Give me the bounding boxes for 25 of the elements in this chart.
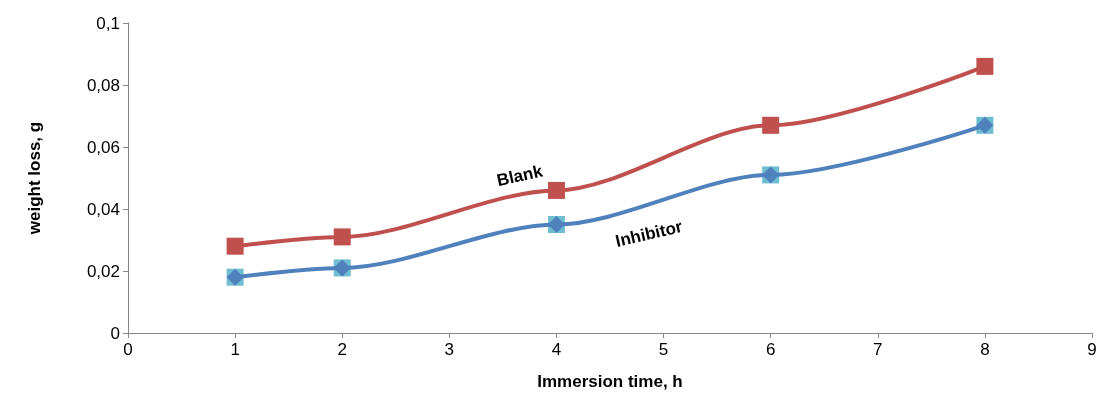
y-tick-label: 0,06 <box>86 137 120 157</box>
point <box>226 237 244 255</box>
x-tick-label: 4 <box>551 340 562 359</box>
x-tick-label: 0 <box>123 340 133 359</box>
x-tick-label: 1 <box>230 340 240 359</box>
y-tick-label: 0,1 <box>96 13 120 33</box>
point <box>333 228 351 246</box>
point <box>976 57 994 75</box>
x-tick-label: 5 <box>658 340 669 359</box>
point <box>762 116 780 134</box>
x-axis-title: Immersion time, h <box>537 372 683 391</box>
x-tick-label: 7 <box>873 340 883 359</box>
x-tick-label: 3 <box>444 340 455 359</box>
point <box>547 181 565 199</box>
y-tick-label: 0,02 <box>86 261 120 281</box>
x-tick-label: 6 <box>765 340 776 359</box>
x-tick-label: 9 <box>1087 340 1097 359</box>
x-tick-label: 8 <box>980 340 990 359</box>
y-axis-title: weight loss, g <box>25 121 44 236</box>
y-tick-label: 0,04 <box>86 199 120 219</box>
text: Inhibitor <box>613 216 685 251</box>
x-tick-label: 2 <box>337 340 347 359</box>
y-tick-label: 0 <box>110 323 120 343</box>
text: Blank <box>495 161 545 191</box>
y-tick-label: 0,08 <box>86 75 120 95</box>
